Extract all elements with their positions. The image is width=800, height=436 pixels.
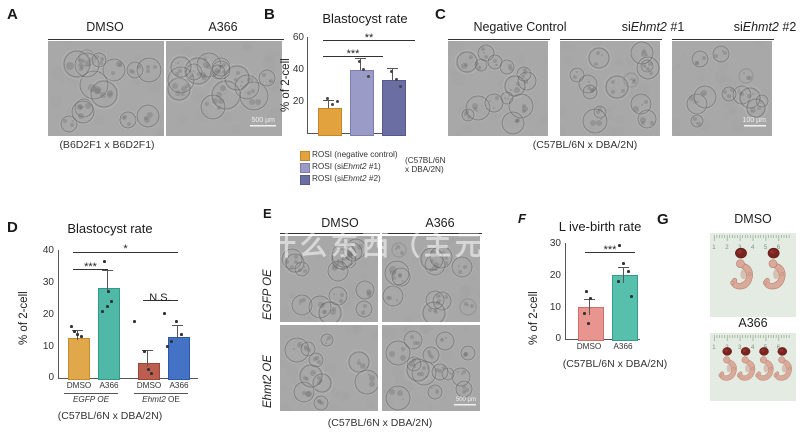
svg-text:100 µm: 100 µm bbox=[743, 117, 767, 124]
svg-text:500 µm: 500 µm bbox=[252, 117, 276, 124]
svg-text:500 µm: 500 µm bbox=[456, 397, 476, 403]
